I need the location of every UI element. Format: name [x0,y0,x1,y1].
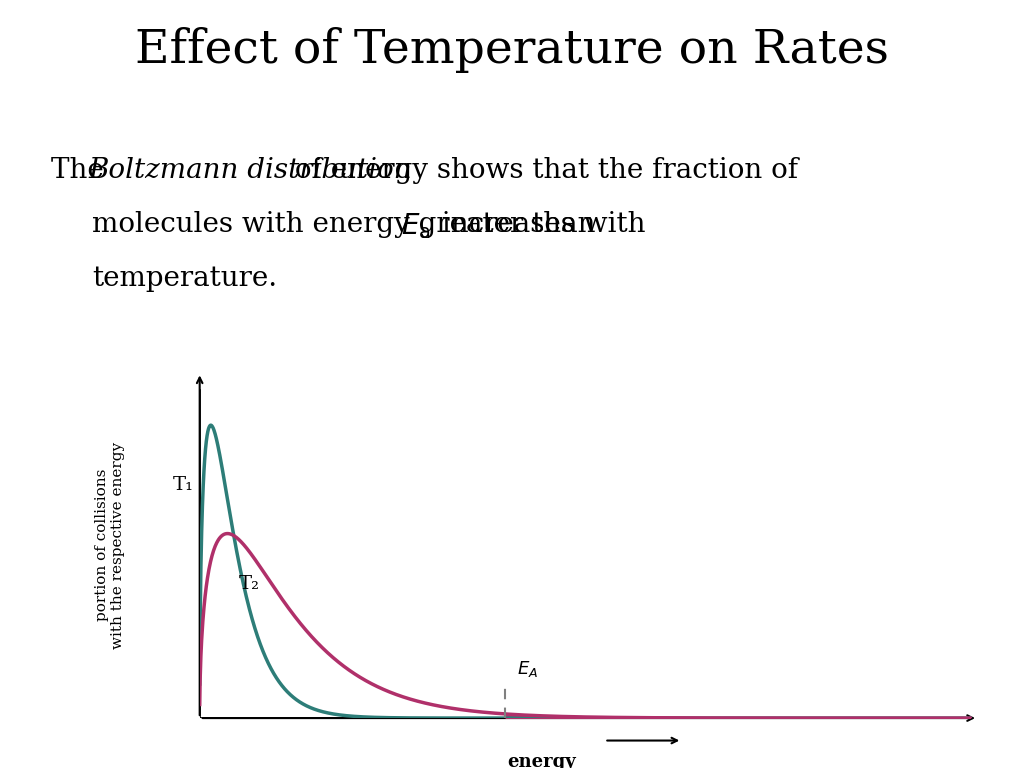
Text: Effect of Temperature on Rates: Effect of Temperature on Rates [135,27,889,73]
Text: T₁: T₁ [173,475,195,494]
Text: The: The [51,157,113,184]
Text: of energy shows that the fraction of: of energy shows that the fraction of [286,157,798,184]
Text: portion of collisions
with the respective energy: portion of collisions with the respectiv… [95,442,125,649]
Text: temperature.: temperature. [92,265,278,292]
Text: increases with: increases with [433,211,646,238]
Text: Boltzmann distribution: Boltzmann distribution [88,157,412,184]
Text: molecules with energy greater than: molecules with energy greater than [92,211,604,238]
Text: $E_A$: $E_A$ [516,659,538,679]
Text: energy: energy [508,753,577,768]
Text: $E_\mathrm{a}$: $E_\mathrm{a}$ [401,211,431,241]
Text: T₂: T₂ [239,575,260,593]
